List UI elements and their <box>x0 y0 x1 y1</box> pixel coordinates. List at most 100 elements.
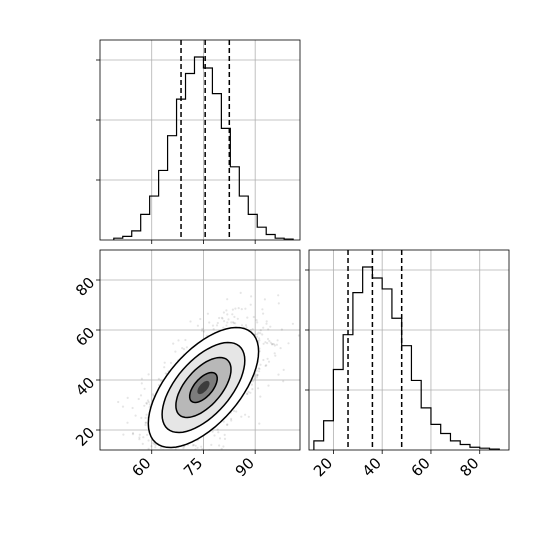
hist-y-xtick-label: 60 <box>408 454 434 480</box>
scatter-point <box>169 361 173 364</box>
scatter-point <box>131 460 133 462</box>
scatter-ytick-label: 80 <box>72 274 98 300</box>
scatter-point <box>225 309 228 312</box>
scatter-point <box>123 461 125 463</box>
scatter-point <box>297 334 300 337</box>
scatter-point <box>174 350 177 353</box>
contour-line <box>175 356 232 419</box>
scatter-point <box>203 330 206 333</box>
scatter-point <box>255 376 258 379</box>
scatter-point <box>261 308 264 311</box>
scatter-point <box>218 444 221 447</box>
scatter-point <box>266 357 269 360</box>
scatter-point <box>257 367 260 370</box>
scatter-point <box>256 321 259 324</box>
scatter-point <box>221 454 223 456</box>
scatter-point <box>232 322 235 325</box>
scatter-point <box>212 328 215 331</box>
scatter-point <box>208 321 211 324</box>
scatter-point <box>181 347 184 350</box>
scatter-point <box>164 372 167 375</box>
scatter-point <box>211 430 214 433</box>
scatter-point <box>226 313 229 316</box>
scatter-point <box>276 339 279 342</box>
scatter-point <box>227 318 230 321</box>
scatter-point <box>144 421 147 424</box>
contour-line <box>147 326 260 449</box>
scatter-point <box>114 456 116 458</box>
scatter-content <box>114 291 300 463</box>
scatter-point <box>218 316 221 320</box>
scatter-point <box>251 328 254 331</box>
scatter-point <box>134 414 137 417</box>
scatter-point <box>141 442 144 445</box>
scatter-point <box>145 454 147 456</box>
scatter-point <box>273 352 276 355</box>
scatter-ytick-label: 20 <box>72 424 98 450</box>
scatter-point <box>144 423 147 427</box>
scatter-point <box>150 445 153 448</box>
scatter-xtick-label: 90 <box>232 454 258 480</box>
scatter-point <box>240 415 243 418</box>
scatter-point <box>144 416 147 419</box>
scatter-point <box>154 443 157 447</box>
scatter-point <box>222 420 225 423</box>
scatter-point <box>279 347 282 350</box>
scatter-point <box>158 451 160 453</box>
scatter-point <box>167 453 169 455</box>
scatter-point <box>277 302 280 305</box>
scatter-point <box>131 432 135 435</box>
scatter-point <box>226 298 229 301</box>
scatter-point <box>234 322 237 325</box>
scatter-point <box>247 390 250 393</box>
scatter-point <box>119 451 121 453</box>
scatter-point <box>256 373 259 376</box>
scatter-point <box>230 419 233 422</box>
scatter-point <box>264 364 267 367</box>
scatter-point <box>266 342 269 345</box>
scatter-point <box>152 454 154 456</box>
hist-y-gridlines <box>309 250 509 450</box>
contour-line <box>188 371 218 404</box>
scatter-point <box>226 321 229 324</box>
scatter-point <box>222 311 225 314</box>
scatter-point <box>147 447 150 450</box>
scatter-point <box>251 388 254 391</box>
contour-line <box>161 341 246 434</box>
contour-lines <box>147 326 260 449</box>
scatter-point <box>257 331 260 334</box>
scatter-point <box>163 366 166 369</box>
scatter-point <box>249 303 252 306</box>
scatter-point <box>196 324 199 327</box>
scatter-point <box>280 328 283 331</box>
scatter-point <box>189 320 192 323</box>
scatter-point <box>266 337 270 341</box>
scatter-point <box>249 391 252 394</box>
scatter-point <box>154 458 156 460</box>
scatter-point <box>233 315 236 318</box>
scatter-xtick-label: 75 <box>180 454 206 480</box>
scatter-point <box>213 434 216 437</box>
scatter-point <box>122 433 125 436</box>
scatter-point <box>161 454 163 456</box>
scatter-point <box>246 316 249 319</box>
scatter-point <box>178 450 180 452</box>
scatter-point <box>258 370 261 373</box>
scatter-point <box>206 312 209 315</box>
scatter-point <box>255 369 258 372</box>
scatter-point <box>258 367 261 370</box>
scatter-point <box>121 405 125 408</box>
scatter-point <box>225 423 229 426</box>
scatter-point <box>138 433 141 436</box>
scatter-point <box>143 404 146 407</box>
scatter-point <box>145 402 148 405</box>
scatter-point <box>159 455 161 457</box>
scatter-point <box>200 329 204 332</box>
scatter-point <box>259 363 262 366</box>
scatter-point <box>194 448 197 450</box>
scatter-point <box>123 452 125 454</box>
scatter-point <box>143 387 146 390</box>
scatter-ytick-label: 40 <box>72 374 98 400</box>
scatter-point <box>259 329 262 332</box>
scatter-point <box>239 291 242 294</box>
